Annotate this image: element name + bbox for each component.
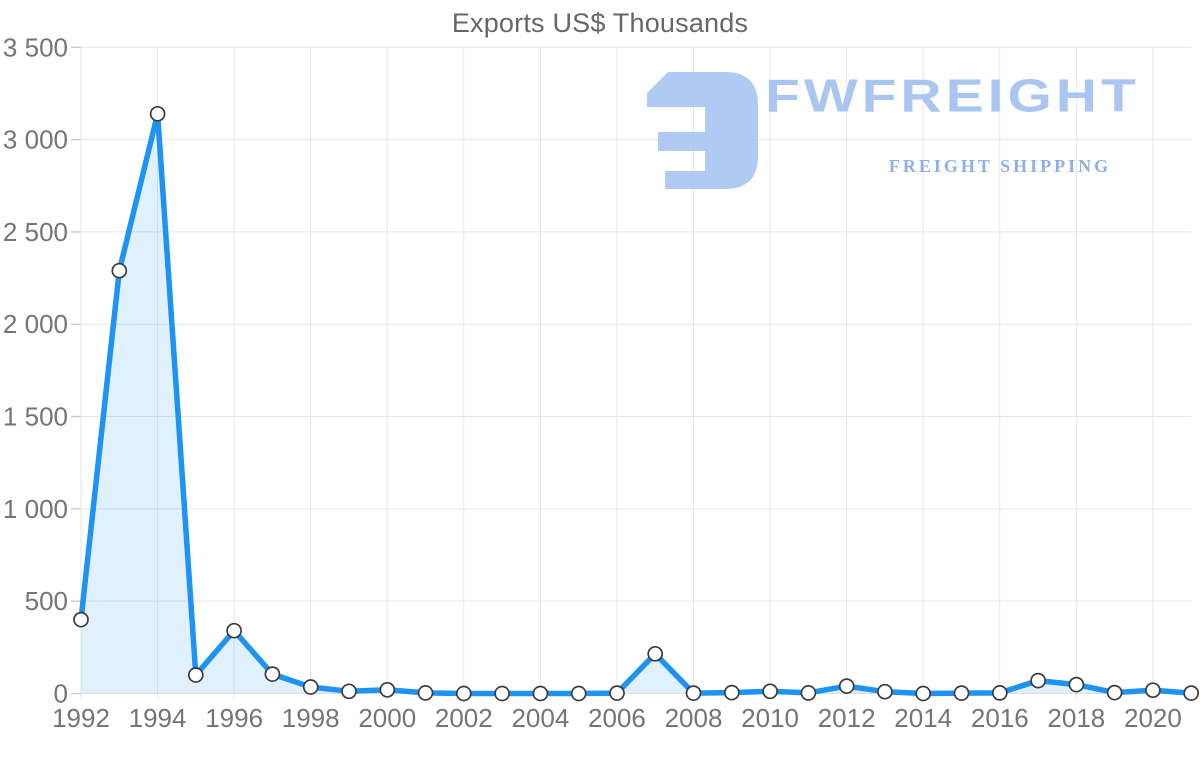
y-axis-label: 1 000 [3, 494, 68, 524]
y-axis-label: 3 000 [3, 125, 68, 155]
chart-title: Exports US$ Thousands [451, 8, 749, 38]
data-point-2020[interactable] [1145, 682, 1161, 699]
x-axis-label: 2006 [588, 703, 646, 733]
data-point-2002[interactable] [455, 685, 472, 702]
data-point-2010[interactable] [762, 683, 778, 700]
x-axis-label: 2020 [1124, 703, 1182, 733]
y-axis-label: 2 000 [3, 309, 68, 339]
data-point-2015[interactable] [953, 685, 970, 701]
x-axis-label: 2004 [511, 703, 569, 733]
x-axis-label: 2018 [1047, 703, 1105, 733]
data-point-2012[interactable] [838, 678, 855, 694]
data-point-1997[interactable] [264, 666, 281, 682]
x-axis-label: 2010 [741, 703, 799, 733]
y-axis-label: 3 500 [3, 32, 68, 62]
data-point-2013[interactable] [877, 683, 893, 700]
data-point-2019[interactable] [1106, 684, 1123, 701]
data-point-2018[interactable] [1068, 676, 1085, 693]
x-axis-label: 2002 [435, 703, 493, 733]
data-point-2021[interactable] [1183, 685, 1200, 701]
x-axis-label: 1994 [129, 703, 187, 733]
series-line [78, 111, 1194, 697]
x-axis-label: 1992 [52, 703, 110, 733]
data-point-2017[interactable] [1030, 672, 1046, 689]
data-point-2003[interactable] [494, 685, 510, 702]
x-axis-label: 2014 [894, 703, 952, 733]
data-point-2004[interactable] [532, 685, 549, 702]
data-point-2016[interactable] [991, 685, 1008, 701]
data-point-2005[interactable] [570, 685, 587, 702]
data-point-2006[interactable] [609, 685, 625, 701]
data-point-1992[interactable] [73, 611, 89, 628]
x-axis-label: 1996 [205, 703, 263, 733]
data-point-2011[interactable] [800, 685, 817, 701]
x-axis-label: 2016 [971, 703, 1029, 733]
data-point-2000[interactable] [379, 681, 396, 698]
y-axis-label: 500 [25, 586, 68, 616]
data-point-1998[interactable] [302, 679, 319, 695]
y-axis-label: 1 500 [3, 402, 68, 432]
x-axis-label: 2012 [818, 703, 876, 733]
data-point-1993[interactable] [111, 262, 128, 279]
data-point-2014[interactable] [915, 685, 932, 702]
data-point-1994[interactable] [149, 105, 166, 122]
data-point-1999[interactable] [341, 683, 357, 700]
series-area-fill [81, 113, 1192, 694]
data-point-2009[interactable] [723, 684, 740, 701]
data-point-2001[interactable] [417, 685, 434, 701]
x-axis-label: 1998 [282, 703, 340, 733]
x-axis-label: 2000 [358, 703, 416, 733]
data-point-2007[interactable] [647, 645, 664, 662]
x-axis-label: 2008 [665, 703, 723, 733]
data-point-2008[interactable] [685, 685, 702, 701]
y-axis-label: 2 500 [3, 217, 68, 247]
data-point-1995[interactable] [187, 667, 204, 683]
y-axis-label: 0 [54, 679, 68, 709]
data-point-1996[interactable] [226, 622, 242, 639]
